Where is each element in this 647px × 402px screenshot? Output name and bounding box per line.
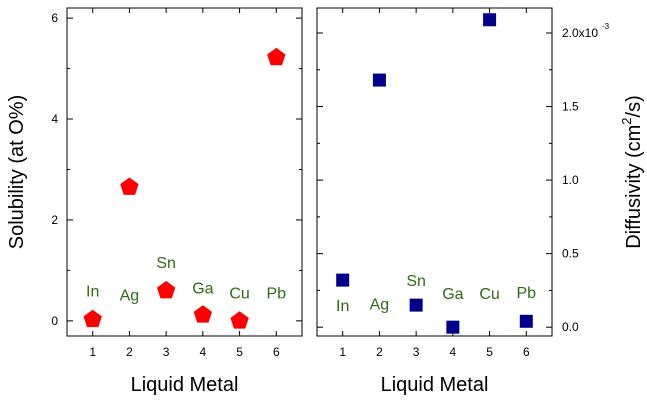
data-point	[409, 298, 423, 312]
y-tick-label: 0.0	[562, 320, 579, 334]
x-tick-label: 1	[89, 345, 96, 359]
y-exponent-label: -3	[602, 22, 610, 31]
diffusivity-panel: 1 2 3 4 5 6 0.0 0.5 1.0 1.5 2.0x10 -3 Liquid Metal Di…	[316, 7, 645, 396]
metal-annotation: Cu	[479, 286, 499, 303]
metal-annotation: Pb	[517, 285, 537, 302]
data-point	[193, 305, 213, 323]
data-point	[519, 314, 533, 328]
x-tick-label: 6	[273, 345, 280, 359]
data-point	[230, 311, 249, 329]
x-axis-label: Liquid Metal	[381, 374, 489, 396]
data-point	[83, 309, 102, 328]
x-tick-label: 5	[236, 345, 243, 359]
metal-annotation: Ag	[370, 297, 390, 314]
y-tick-label: 2	[51, 213, 58, 227]
data-point	[267, 47, 286, 66]
metal-annotation: Sn	[406, 273, 426, 290]
x-tick-label: 5	[486, 345, 493, 359]
x-tick-label: 2	[126, 345, 133, 359]
y-tick-label: 0	[51, 314, 58, 328]
data-point	[156, 280, 176, 299]
metal-annotation: Ga	[192, 281, 213, 298]
data-point	[372, 73, 386, 87]
y-tick-label: 1.0	[562, 173, 579, 187]
metal-annotation: Ag	[120, 288, 140, 305]
y-tick-label: 1.5	[562, 100, 579, 114]
y-tick-label: 2.0x10	[562, 26, 598, 40]
x-tick-label: 1	[339, 345, 346, 359]
metal-annotation: Ga	[442, 286, 463, 303]
x-tick-label: 2	[376, 345, 383, 359]
x-tick-label: 3	[163, 345, 170, 359]
metal-annotation: In	[336, 298, 349, 315]
y-axis-label: Diffusivity (cm2/s)	[619, 95, 645, 249]
metal-annotation: Cu	[229, 286, 249, 303]
x-axis-label: Liquid Metal	[131, 374, 239, 396]
x-tick-label: 6	[523, 345, 530, 359]
y-tick-label: 0.5	[562, 247, 579, 261]
data-point	[483, 13, 497, 27]
plot-frame	[66, 7, 303, 337]
x-tick-label: 3	[413, 345, 420, 359]
metal-annotation: Sn	[156, 255, 176, 272]
x-tick-label: 4	[450, 345, 457, 359]
solubility-panel: 1 2 3 4 5 6 0 2 4 6 Liquid Metal Solubility (at O%)…	[6, 7, 303, 396]
data-point	[446, 320, 460, 334]
y-axis-label: Solubility (at O%)	[6, 95, 28, 250]
data-point	[336, 273, 350, 287]
plot-frame	[316, 7, 553, 337]
y-tick-label: 4	[51, 112, 58, 126]
metal-annotation: In	[86, 284, 99, 301]
y-tick-label: 6	[51, 11, 58, 25]
x-tick-label: 4	[200, 345, 207, 359]
data-point	[120, 177, 139, 195]
metal-annotation: Pb	[267, 286, 287, 303]
